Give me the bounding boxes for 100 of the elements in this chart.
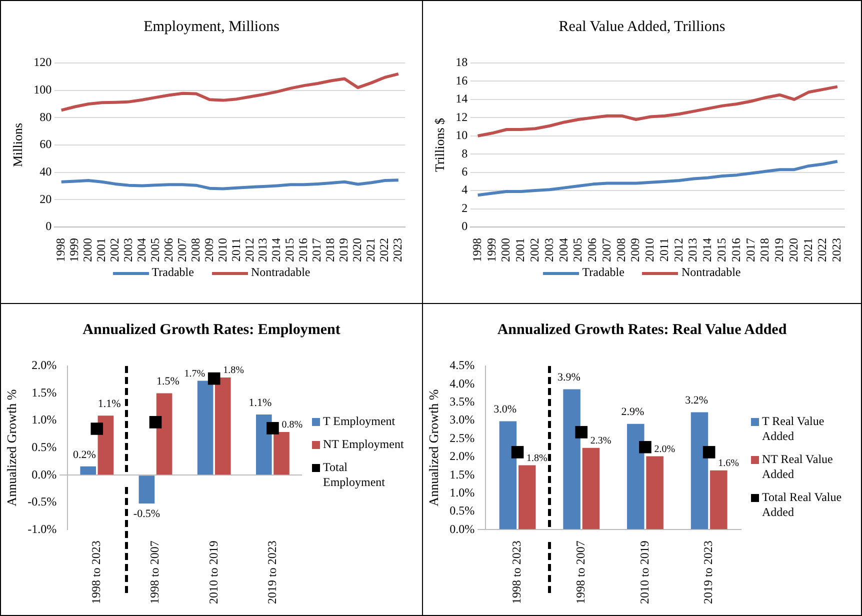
data-label: 3.0% xyxy=(494,404,517,416)
legend-label: Tradable xyxy=(152,265,194,280)
data-label: 0.2% xyxy=(72,448,96,461)
y-tick-label: 0.5% xyxy=(32,440,57,454)
x-tick-label: 1998 to 2023 xyxy=(89,540,104,604)
legend-label: NT Real Value Added xyxy=(762,452,834,482)
y-tick-label: 16 xyxy=(456,73,468,88)
x-tick-label: 2021 xyxy=(364,238,378,262)
legend-label: T Real Value Added xyxy=(762,414,826,444)
x-tick-label: 2012 xyxy=(242,238,256,262)
legend-label: Total Real Value Added xyxy=(762,490,843,520)
bar xyxy=(499,421,517,530)
x-tick-label: 2003 xyxy=(120,238,135,262)
y-tick-label: 0.0% xyxy=(450,522,475,536)
data-label: 1.1% xyxy=(248,396,272,409)
x-tick-label: 2011 xyxy=(228,238,243,262)
x-tick-label: 2017 xyxy=(743,238,758,262)
x-tick-label: 2003 xyxy=(542,238,556,262)
data-label: 1.5% xyxy=(156,376,180,388)
y-tick-label: 0.0% xyxy=(32,467,57,482)
legend-label: Total Employment xyxy=(323,460,386,490)
y-tick-label: 1.0% xyxy=(450,485,475,500)
x-tick-label: 2009 xyxy=(202,238,216,262)
y-tick-label: 3.0% xyxy=(450,412,475,427)
bar xyxy=(710,470,728,530)
bar xyxy=(646,456,664,530)
y-tick-label: 80 xyxy=(40,110,52,124)
point xyxy=(90,422,104,435)
y-axis-title: Annualized Growth % xyxy=(4,389,20,506)
bar xyxy=(197,380,214,475)
x-tick-label: 1998 to 2007 xyxy=(148,540,162,604)
legend-label: T Employment xyxy=(323,414,396,429)
bar xyxy=(138,476,155,504)
y-tick-label: -0.5% xyxy=(28,494,57,509)
data-label: 1.7% xyxy=(184,368,206,380)
x-tick-label: 2010 xyxy=(215,238,230,262)
x-tick-label: 2018 xyxy=(323,238,338,262)
x-tick-label: 2010 to 2019 xyxy=(206,540,220,604)
x-tick-label: 2004 xyxy=(134,238,148,262)
x-tick-label: 2008 xyxy=(614,238,628,262)
bar xyxy=(627,424,644,530)
point xyxy=(702,446,716,458)
bar xyxy=(690,412,708,530)
point xyxy=(511,446,524,458)
data-label: 2.0% xyxy=(654,444,676,455)
x-tick-label: 2022 xyxy=(815,238,830,262)
legend-label: NT Employment xyxy=(323,437,404,452)
y-tick-label: -1.0% xyxy=(28,522,57,536)
y-axis-title: Millions xyxy=(10,122,26,168)
x-tick-label: 1998 to 2007 xyxy=(574,540,588,604)
x-tick-label: 2020 xyxy=(350,238,364,262)
x-tick-label: 2014 xyxy=(700,238,714,262)
bar xyxy=(80,466,96,475)
y-tick-label: 2 xyxy=(462,200,468,215)
y-tick-label: 18 xyxy=(456,55,468,70)
legend-label: Tradable xyxy=(582,265,624,280)
y-tick-label: 0.5% xyxy=(450,504,475,518)
y-tick-label: 1.5% xyxy=(32,385,57,400)
bar xyxy=(214,377,231,475)
y-axis-title: Annualized Growth % xyxy=(426,389,442,506)
x-tick-label: 2005 xyxy=(570,238,585,262)
y-axis-title: Trillions $ xyxy=(432,117,448,172)
data-label: 0.8% xyxy=(282,420,303,431)
x-tick-label: 2022 xyxy=(377,238,392,262)
x-tick-label: 2021 xyxy=(800,238,815,262)
x-tick-label: 2015 xyxy=(714,238,728,262)
data-label: 2.3% xyxy=(590,435,612,446)
x-tick-label: 2009 xyxy=(628,238,642,262)
legend-label: Nontradable xyxy=(250,265,310,280)
chart-title: Real Value Added, Trillions xyxy=(558,19,726,37)
x-tick-label: 2002 xyxy=(527,238,542,262)
y-tick-label: 3.5% xyxy=(450,394,475,409)
x-tick-label: 2018 xyxy=(758,238,772,262)
x-tick-label: 2007 xyxy=(599,238,614,262)
legend-label: Nontradable xyxy=(681,265,741,280)
x-tick-label: 2007 xyxy=(174,238,189,262)
x-tick-label: 1998 xyxy=(470,238,484,262)
y-tick-label: 10 xyxy=(456,128,468,142)
x-tick-label: 2016 xyxy=(296,238,310,262)
x-tick-label: 2001 xyxy=(513,238,528,262)
x-tick-label: 2012 xyxy=(671,238,686,262)
bar xyxy=(518,465,536,530)
x-tick-label: 2020 xyxy=(786,238,800,262)
x-tick-label: 2010 xyxy=(642,238,657,262)
x-tick-label: 2004 xyxy=(556,238,570,262)
data-label: 3.9% xyxy=(557,372,580,384)
y-tick-label: 1.5% xyxy=(450,467,475,482)
x-tick-label: 2006 xyxy=(585,238,600,262)
bar xyxy=(563,389,580,530)
x-tick-label: 2005 xyxy=(148,238,162,262)
x-tick-label: 2019 xyxy=(336,238,351,262)
x-tick-label: 2023 xyxy=(390,238,405,262)
y-tick-label: 2.0% xyxy=(450,449,475,464)
y-tick-label: 6 xyxy=(462,164,468,178)
y-tick-label: 14 xyxy=(456,92,468,106)
y-tick-label: 2.5% xyxy=(450,430,475,445)
y-tick-label: 40 xyxy=(40,164,52,178)
x-tick-label: 2019 to 2023 xyxy=(264,540,279,604)
y-tick-label: 60 xyxy=(40,137,52,152)
x-tick-label: 2014 xyxy=(269,238,284,262)
